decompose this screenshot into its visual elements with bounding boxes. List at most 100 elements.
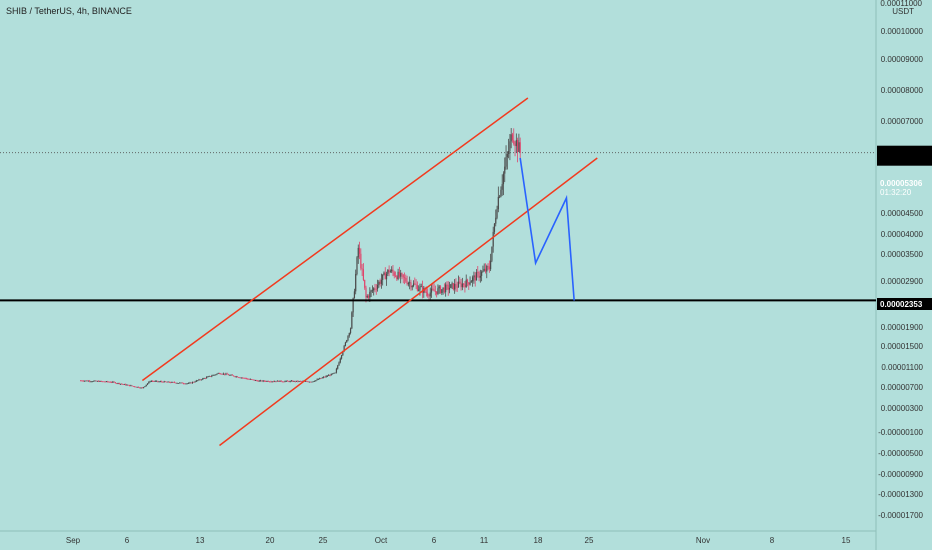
candle-body xyxy=(437,288,439,294)
candle-body xyxy=(477,272,479,274)
candle-body xyxy=(235,376,237,378)
candle-body xyxy=(139,387,141,389)
candle-body xyxy=(333,372,335,374)
candle-body xyxy=(382,274,384,280)
candle-body xyxy=(143,386,145,388)
candle-body xyxy=(276,380,278,382)
candle-body xyxy=(460,282,462,288)
candle-body xyxy=(442,287,444,290)
candle-body xyxy=(451,283,453,285)
candle-body xyxy=(208,376,210,377)
candle-body xyxy=(146,383,149,385)
y-tick-label: -0.00001700 xyxy=(878,511,923,520)
candle-body xyxy=(369,291,371,298)
candle-body xyxy=(299,381,302,382)
level-price-tag-bg xyxy=(877,298,932,310)
candle-body xyxy=(488,266,490,270)
candle-body xyxy=(110,382,113,384)
x-tick-label: 8 xyxy=(770,536,775,545)
candle-body xyxy=(433,289,435,292)
x-tick-label: 15 xyxy=(842,536,851,545)
candle-body xyxy=(348,333,350,336)
candle-body xyxy=(252,379,254,381)
time-axis[interactable]: Sep 6 13 20 25 Oct 6 11 18 25 Nov 8 15 xyxy=(66,536,851,545)
candle-body xyxy=(509,141,511,152)
candle-body xyxy=(94,380,96,382)
candle-body xyxy=(114,382,117,384)
candle-body xyxy=(281,381,284,383)
candle-body xyxy=(188,383,190,384)
candle-body xyxy=(424,288,426,292)
candle-body xyxy=(392,269,394,273)
candle-body xyxy=(96,381,99,382)
candle-body xyxy=(385,273,388,280)
candle-body xyxy=(389,271,391,273)
candle-body xyxy=(199,379,201,381)
candle-body xyxy=(455,283,457,287)
candle-body xyxy=(439,286,442,293)
candle-body xyxy=(135,386,137,388)
candle-body xyxy=(412,283,415,287)
candle-body xyxy=(202,378,204,380)
candle-body xyxy=(194,381,196,383)
candle-body xyxy=(171,381,173,383)
candle-body xyxy=(420,286,422,288)
candle-body xyxy=(181,382,183,384)
candle-body xyxy=(99,381,101,382)
candle-body xyxy=(176,383,178,384)
candle-body xyxy=(266,380,268,382)
candle-body xyxy=(190,382,192,384)
candle-body xyxy=(337,365,339,369)
candle-body xyxy=(499,196,501,198)
candle-body xyxy=(315,380,317,382)
candle-body xyxy=(464,284,466,288)
candle-body xyxy=(513,140,515,144)
candle-body xyxy=(295,380,298,382)
price-axis[interactable]: 0.00010000 0.00009000 0.00008000 0.00007000… xyxy=(878,27,923,520)
candle-body xyxy=(294,381,296,382)
candle-body xyxy=(200,379,203,381)
candle-body xyxy=(256,380,258,382)
candle-body xyxy=(313,381,316,382)
candle-body xyxy=(251,379,253,380)
candle-body xyxy=(155,380,158,382)
candle-body xyxy=(162,381,164,383)
y-tick-label: 0.00004000 xyxy=(881,230,924,239)
candle-body xyxy=(326,375,329,377)
candle-body xyxy=(470,281,472,283)
candle-body xyxy=(308,381,311,383)
candle-body xyxy=(279,380,281,382)
candle-body xyxy=(406,281,408,285)
candle-body xyxy=(298,381,300,382)
candle-body xyxy=(447,284,449,290)
candle-body xyxy=(166,381,168,383)
candle-body xyxy=(312,381,314,383)
candle-body xyxy=(216,373,218,375)
candle-body xyxy=(335,368,338,373)
candle-body xyxy=(239,377,241,379)
x-tick-label: 6 xyxy=(125,536,130,545)
candle-body xyxy=(104,381,106,383)
candle-body xyxy=(376,285,379,289)
candle-body xyxy=(425,291,427,293)
candle-body xyxy=(484,268,487,272)
candle-body xyxy=(257,380,259,382)
candle-body xyxy=(416,285,418,291)
candle-body xyxy=(360,253,362,269)
candle-body xyxy=(288,381,290,382)
candle-body xyxy=(248,378,250,380)
level-price-label: 0.00002353 xyxy=(880,300,923,309)
candle-body xyxy=(405,278,407,282)
candle-body xyxy=(230,374,232,376)
candle-body xyxy=(141,387,143,389)
candle-body xyxy=(238,377,240,379)
candle-body xyxy=(131,385,133,387)
candle-body xyxy=(311,381,313,383)
x-tick-label: Sep xyxy=(66,536,81,545)
candle-body xyxy=(352,298,354,313)
candle-body xyxy=(418,289,420,291)
candle-body xyxy=(229,374,231,376)
candle-body xyxy=(415,284,417,286)
